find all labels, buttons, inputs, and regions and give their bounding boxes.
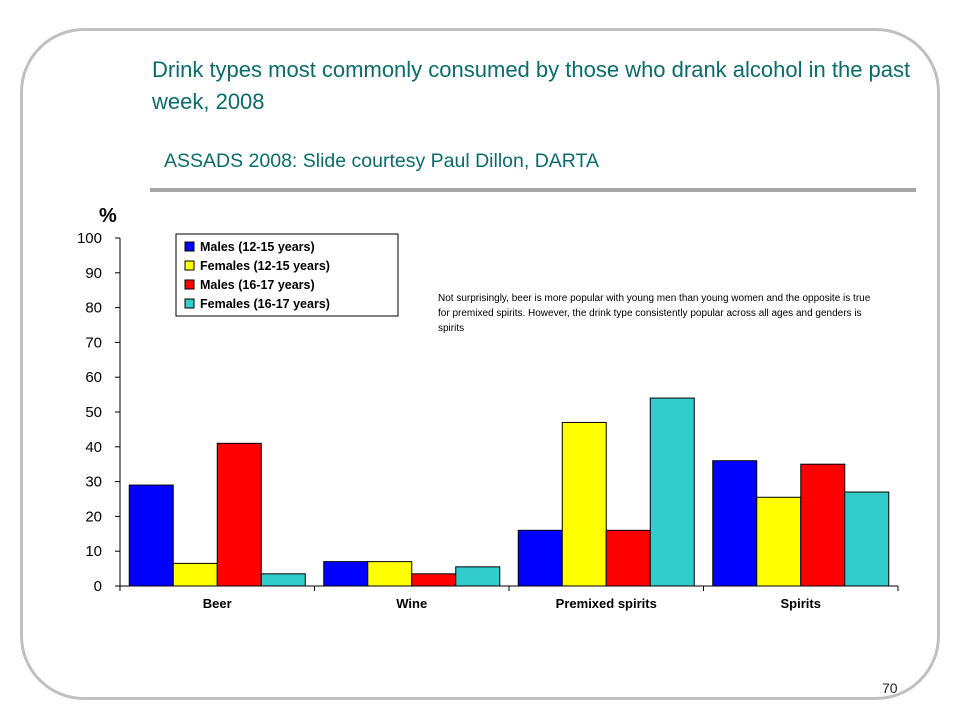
bar-premixed-spirits-series-3 — [605, 529, 651, 587]
y-tick-label: 20 — [85, 508, 102, 525]
bar-beer-series-3 — [216, 442, 262, 587]
bar-wine-series-4 — [455, 566, 501, 587]
legend-swatch — [184, 241, 195, 252]
legend-swatch — [184, 279, 195, 290]
bar-beer-series-1 — [128, 484, 174, 587]
slide-subtitle: ASSADS 2008: Slide courtesy Paul Dillon,… — [164, 150, 599, 172]
page-number: 70 — [882, 680, 898, 696]
bar-spirits-series-1 — [712, 460, 758, 587]
chart-annotation: Not surprisingly, beer is more popular w… — [438, 293, 871, 334]
x-tick-label: Spirits — [781, 596, 821, 611]
y-tick-label: 60 — [85, 369, 102, 386]
y-axis-unit-label: % — [99, 205, 117, 227]
axes-group: Beer Wine Premixed spirits Spirits 0 10 20 30 40… — [77, 205, 899, 611]
y-tick-label: 0 — [94, 578, 102, 595]
bar-beer-series-2 — [172, 562, 218, 587]
bar-premixed-spirits-series-2 — [561, 421, 607, 587]
bar-wine-series-3 — [411, 573, 457, 587]
x-tick-label: Wine — [396, 596, 427, 611]
y-tick-label: 50 — [85, 404, 102, 421]
bar-spirits-series-4 — [844, 491, 890, 587]
y-tick-label: 70 — [85, 334, 102, 351]
bar-wine-series-2 — [367, 561, 413, 587]
slide-title: Drink types most commonly consumed by th… — [152, 57, 911, 114]
slide-frame — [20, 28, 940, 700]
legend-box — [175, 233, 399, 317]
y-tick-label: 100 — [77, 230, 102, 247]
legend-label: Females (16-17 years) — [200, 297, 330, 311]
legend-label: Females (12-15 years) — [200, 259, 330, 273]
bar-wine-series-1 — [323, 561, 369, 587]
bar-beer-series-4 — [260, 573, 306, 587]
y-tick-label: 90 — [85, 265, 102, 282]
divider-rule — [150, 188, 916, 192]
legend-swatch — [184, 260, 195, 271]
legend-label: Males (16-17 years) — [200, 278, 315, 292]
bar-spirits-series-3 — [800, 463, 846, 587]
y-tick-label: 30 — [85, 474, 102, 491]
y-tick-label: 10 — [85, 543, 102, 560]
legend-swatch — [184, 298, 195, 309]
y-tick-label: 40 — [85, 439, 102, 456]
legend-label: Males (12-15 years) — [200, 240, 315, 254]
bar-spirits-series-2 — [756, 496, 802, 587]
bar-premixed-spirits-series-4 — [649, 397, 695, 587]
x-tick-label: Beer — [203, 596, 232, 611]
y-tick-label: 80 — [85, 300, 102, 317]
bars-group — [128, 397, 890, 587]
bar-premixed-spirits-series-1 — [517, 529, 563, 587]
legend-group: Males (12-15 years) Females (12-15 years)… — [175, 233, 399, 317]
x-tick-label: Premixed spirits — [556, 596, 657, 611]
